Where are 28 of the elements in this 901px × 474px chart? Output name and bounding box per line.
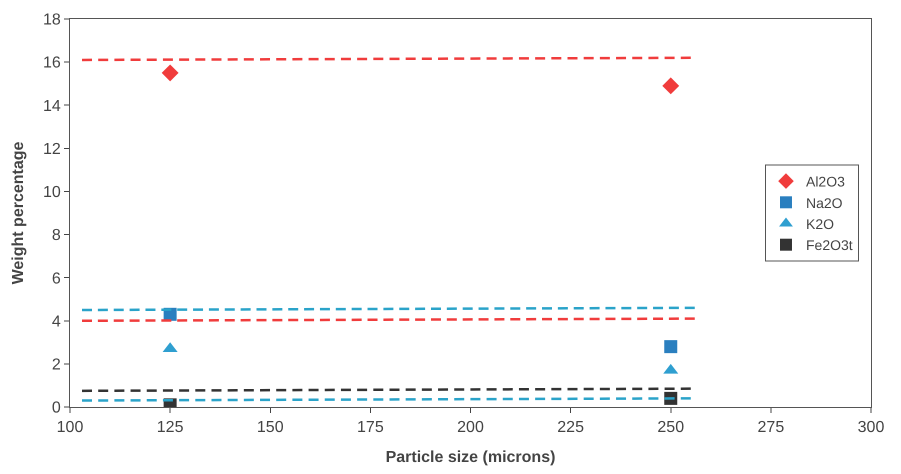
x-tick-label: 100 (56, 419, 84, 436)
y-tick-label: 4 (52, 313, 61, 330)
x-axis-title: Particle size (microns) (386, 448, 556, 466)
x-tick-label: 300 (858, 419, 884, 436)
y-tick-label: 14 (43, 98, 61, 115)
x-tick-label: 150 (256, 419, 284, 436)
point (162, 64, 179, 82)
y-tick-label: 12 (43, 140, 61, 158)
y-tick-label: 8 (52, 227, 61, 244)
y-axis-title: Weight percentage (10, 141, 27, 284)
x-tick-label: 250 (657, 419, 684, 436)
x-tick-label: 275 (758, 419, 784, 436)
y-tick-label: 2 (52, 356, 61, 374)
point (664, 340, 678, 354)
x-tick-label: 175 (357, 419, 384, 436)
x-tick-label: 225 (557, 419, 584, 436)
legend-label: Fe2O3t (806, 237, 853, 254)
legend-label: Na2O (806, 194, 843, 211)
y-tick-label: 18 (43, 12, 61, 29)
y-tick-label: 0 (52, 400, 61, 417)
legend-label: K2O (806, 216, 834, 232)
y-tick-label: 10 (43, 184, 61, 202)
legend-label: Al2O3 (806, 174, 846, 190)
y-tick-label: 16 (43, 54, 61, 72)
y-tick-label: 6 (52, 270, 61, 288)
x-tick-label: 125 (156, 419, 184, 436)
point (662, 77, 680, 94)
x-tick-label: 200 (457, 419, 484, 436)
